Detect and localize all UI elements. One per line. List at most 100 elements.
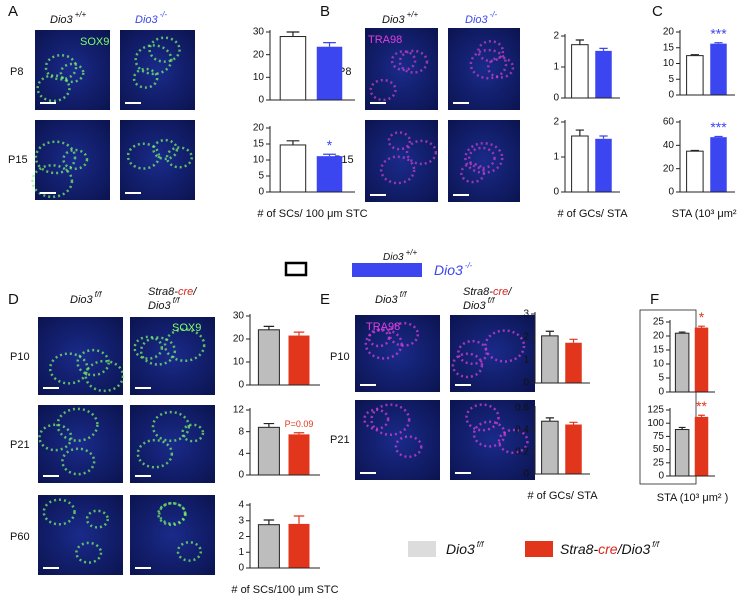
tubule (61, 447, 96, 476)
y-tick-label: 0 (238, 380, 244, 391)
stain-label: TRA98 (366, 321, 400, 333)
tubule (36, 74, 71, 103)
bar (257, 329, 280, 386)
tubule (126, 142, 161, 170)
scale-bar (455, 472, 471, 474)
tubule (31, 164, 74, 199)
genotype: Stra8-cre/ (463, 286, 512, 298)
tubule (465, 403, 500, 432)
scale-bar (135, 567, 151, 569)
tubule (56, 407, 99, 442)
y-tick-label: 0 (553, 93, 559, 104)
genotype: Dio3 f/f (70, 290, 102, 306)
tubule (76, 348, 110, 377)
tubule (379, 155, 416, 185)
tubule (390, 50, 417, 72)
bar (686, 55, 704, 96)
error-bar (323, 153, 336, 157)
tubule (367, 328, 391, 348)
bar (279, 144, 307, 193)
bar (288, 434, 310, 475)
micrograph (35, 120, 110, 200)
bar (541, 420, 559, 475)
y-tick-label: 1 (523, 355, 529, 366)
tubule (152, 138, 179, 161)
tubule (84, 359, 125, 393)
tubule (387, 131, 412, 151)
genotype: Dio3 f/f (148, 296, 180, 312)
tubule (464, 142, 504, 174)
error-bar (293, 331, 305, 336)
tubule (165, 146, 193, 169)
tubule (62, 148, 89, 171)
y-tick-label: 0 (668, 90, 674, 101)
y-tick-label: 20 (663, 27, 675, 38)
micrograph (130, 405, 215, 483)
micrograph (38, 405, 123, 483)
significance: P=0.09 (285, 419, 314, 429)
tubule (457, 339, 488, 366)
y-tick-label: 40 (663, 140, 675, 151)
y-tick-label: 15 (663, 42, 675, 53)
bar (571, 44, 589, 99)
age-label: P15 (8, 154, 28, 166)
error-bar (293, 515, 305, 524)
age-label: P60 (10, 531, 30, 543)
scale-bar (43, 475, 59, 477)
panel-label: C (652, 3, 663, 20)
tubule (394, 435, 423, 459)
micrograph (448, 28, 520, 110)
tubule (59, 62, 85, 84)
age-label: P21 (330, 434, 350, 446)
micrograph (450, 315, 535, 392)
tubule (38, 423, 73, 452)
y-tick-label: 1 (553, 152, 559, 163)
error-bar (286, 140, 300, 145)
y-tick-label: 20 (253, 49, 265, 60)
significance: * (699, 309, 705, 325)
x-axis-label: # of GCs/ STA (527, 490, 598, 502)
tubule (369, 78, 397, 102)
y-tick-label: 5 (668, 74, 674, 85)
tubule (398, 49, 429, 74)
y-tick-label: 0.6 (515, 403, 529, 414)
error-bar (545, 330, 554, 336)
y-tick-label: 125 (647, 405, 664, 416)
y-tick-label: 2 (553, 117, 559, 128)
y-tick-label: 0 (523, 469, 529, 480)
tubule (48, 352, 89, 385)
error-bar (678, 331, 686, 334)
y-tick-label: 20 (653, 331, 665, 342)
significance: *** (710, 119, 727, 135)
bar (565, 342, 582, 383)
age-label: P10 (10, 351, 30, 363)
y-tick-label: 0 (238, 470, 244, 481)
legend-label: Stra8-cre/Dio3 f/f (560, 540, 660, 557)
bar (694, 416, 709, 476)
panel-label: F (650, 291, 659, 308)
tubule (157, 501, 187, 527)
bar (710, 43, 727, 95)
y-tick-label: 25 (653, 457, 665, 468)
legend-swatch (408, 541, 436, 557)
error-bar (690, 54, 699, 56)
tubule (472, 420, 507, 448)
stain-label: TRA98 (368, 34, 402, 46)
x-axis-label: # of SCs/ 100 μm STC (257, 208, 367, 220)
tubule (370, 403, 411, 437)
tubule (181, 423, 205, 443)
genotype: Dio3 f/f (375, 290, 407, 306)
error-bar (263, 422, 275, 428)
y-tick-label: 5 (658, 373, 664, 384)
bar (674, 332, 690, 393)
tubule (136, 438, 174, 469)
scale-bar (40, 102, 56, 104)
scale-bar (453, 194, 469, 196)
error-bar (575, 39, 584, 45)
tubule (44, 53, 78, 81)
tubule (486, 56, 515, 79)
tubule (133, 335, 164, 360)
y-tick-label: 20 (663, 163, 675, 174)
error-bar (263, 519, 275, 525)
